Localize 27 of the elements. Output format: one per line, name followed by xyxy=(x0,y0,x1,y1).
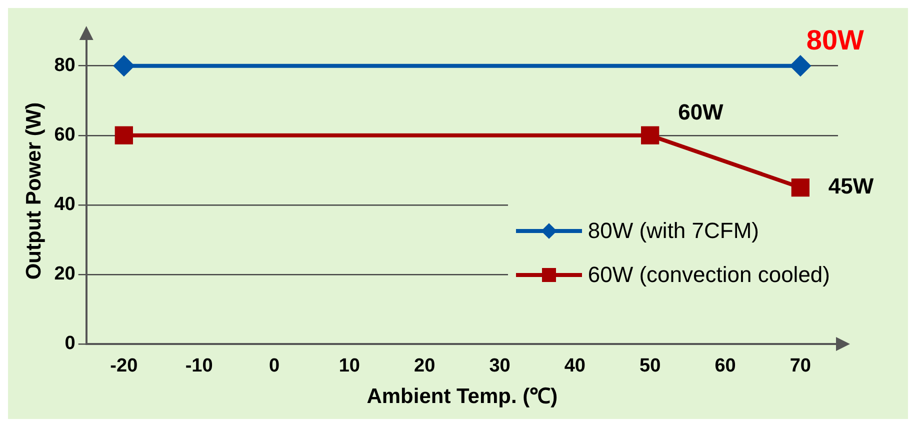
x-axis-title: Ambient Temp. (℃) xyxy=(366,385,558,408)
x-tick-label: 50 xyxy=(640,356,661,377)
x-tick-label: 70 xyxy=(790,356,811,377)
x-tick-label: 60 xyxy=(714,356,736,377)
y-tick-label: 20 xyxy=(54,264,76,285)
y-tick-label: 80 xyxy=(54,55,76,76)
legend-label: 80W (with 7CFM) xyxy=(588,218,759,244)
x-tick-label: 0 xyxy=(268,356,280,377)
point xyxy=(114,126,133,144)
x-tick-label: 30 xyxy=(489,356,510,377)
point xyxy=(641,126,660,144)
x-tick-label: 40 xyxy=(564,356,586,377)
point xyxy=(791,178,810,197)
y-tick-label: 60 xyxy=(54,124,76,146)
data-label: 60W xyxy=(678,99,724,124)
x-tick-label: -20 xyxy=(110,356,138,377)
data-label: 80W xyxy=(806,24,865,56)
point xyxy=(114,56,134,76)
x-tick-label: 10 xyxy=(338,356,360,377)
y-tick-label: 0 xyxy=(64,333,76,354)
x-tick-label: -10 xyxy=(185,356,213,377)
x-tick-label: 20 xyxy=(414,356,436,377)
y-tick-label: 40 xyxy=(54,194,76,216)
y-axis-title: Output Power (W) xyxy=(22,102,46,280)
legend-label: 60W (convection cooled) xyxy=(588,262,830,288)
data-label: 45W xyxy=(828,174,874,199)
point xyxy=(790,56,810,76)
